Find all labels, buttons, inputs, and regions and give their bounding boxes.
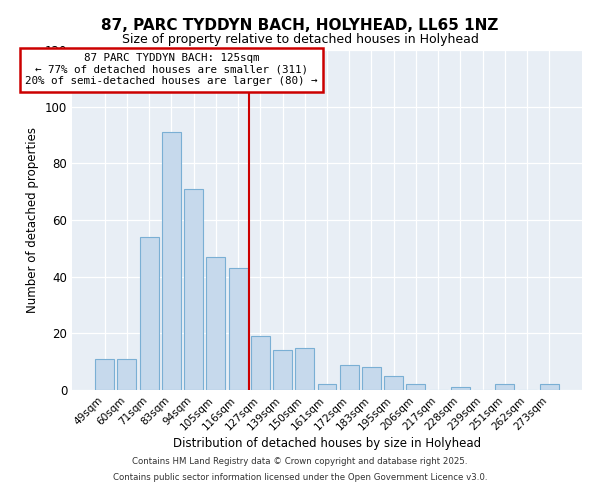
Bar [140, 237, 158, 390]
Text: Contains public sector information licensed under the Open Government Licence v3: Contains public sector information licen… [113, 472, 487, 482]
Bar [295, 348, 314, 390]
Y-axis label: Number of detached properties: Number of detached properties [26, 127, 39, 313]
Bar [340, 364, 359, 390]
Bar [384, 376, 403, 390]
Bar [362, 368, 381, 390]
Bar [317, 384, 337, 390]
Bar [251, 336, 270, 390]
Text: Size of property relative to detached houses in Holyhead: Size of property relative to detached ho… [122, 32, 478, 46]
Bar [95, 359, 114, 390]
Bar [406, 384, 425, 390]
Bar [118, 359, 136, 390]
Bar [273, 350, 292, 390]
Bar [229, 268, 248, 390]
Bar [451, 387, 470, 390]
Text: 87, PARC TYDDYN BACH, HOLYHEAD, LL65 1NZ: 87, PARC TYDDYN BACH, HOLYHEAD, LL65 1NZ [101, 18, 499, 32]
Bar [496, 384, 514, 390]
Bar [540, 384, 559, 390]
Bar [162, 132, 181, 390]
X-axis label: Distribution of detached houses by size in Holyhead: Distribution of detached houses by size … [173, 438, 481, 450]
Bar [206, 257, 225, 390]
Text: Contains HM Land Registry data © Crown copyright and database right 2025.: Contains HM Land Registry data © Crown c… [132, 458, 468, 466]
Bar [184, 189, 203, 390]
Text: 87 PARC TYDDYN BACH: 125sqm
← 77% of detached houses are smaller (311)
20% of se: 87 PARC TYDDYN BACH: 125sqm ← 77% of det… [25, 53, 317, 86]
